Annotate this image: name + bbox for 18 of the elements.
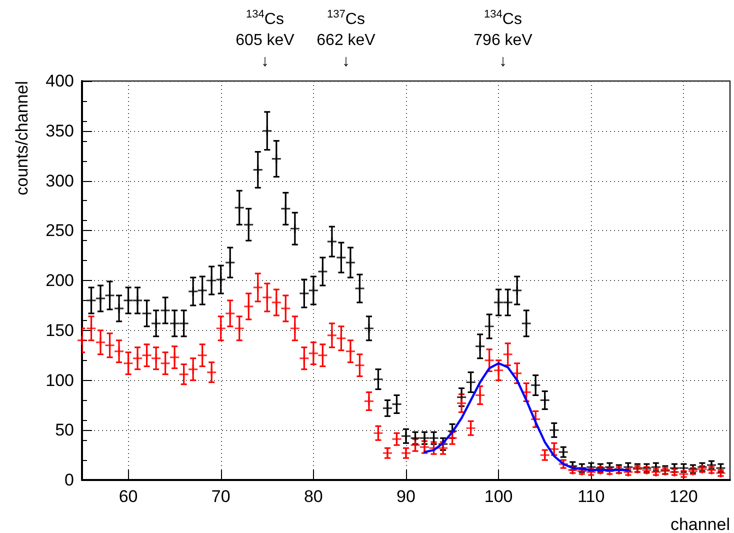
y-tick-label: 0 bbox=[64, 470, 74, 490]
x-tick-label: 120 bbox=[670, 487, 698, 506]
y-tick-label: 250 bbox=[46, 221, 74, 240]
x-axis-title: channel bbox=[670, 515, 730, 533]
y-tick-label: 350 bbox=[46, 121, 74, 140]
x-tick-label: 60 bbox=[118, 487, 138, 506]
x-tick-label: 90 bbox=[396, 487, 416, 506]
y-tick-label: 200 bbox=[46, 271, 74, 290]
x-tick-label: 100 bbox=[484, 487, 513, 506]
x-tick-label: 70 bbox=[211, 487, 230, 506]
x-tick-label: 110 bbox=[578, 487, 605, 506]
y-tick-label: 100 bbox=[46, 370, 74, 390]
x-tick-label: 80 bbox=[304, 487, 323, 506]
y-tick-label: 50 bbox=[55, 420, 74, 440]
y-axis-title: counts/channel bbox=[12, 81, 32, 196]
y-tick-label: 150 bbox=[46, 320, 74, 340]
y-tick-label: 300 bbox=[46, 171, 74, 190]
y-tick-label: 400 bbox=[46, 72, 74, 90]
